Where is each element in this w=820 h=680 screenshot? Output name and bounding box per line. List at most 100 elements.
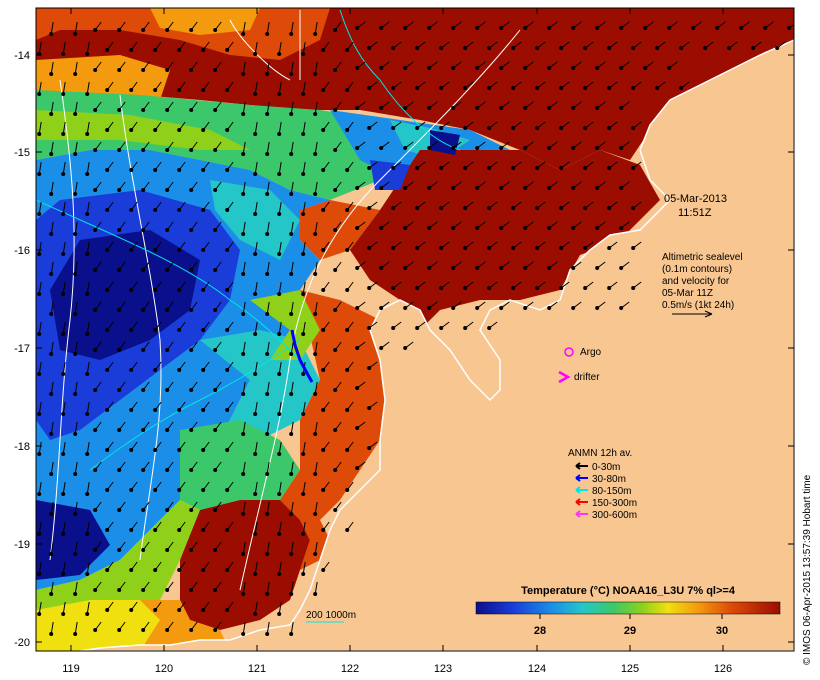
velocity-arrow-head-icon	[313, 472, 318, 476]
velocity-arrow-head-icon	[583, 126, 588, 130]
velocity-arrow-head-icon	[643, 26, 648, 30]
velocity-arrow-head-icon	[523, 66, 528, 70]
velocity-arrow-head-icon	[403, 146, 408, 150]
velocity-arrow-head-icon	[345, 88, 350, 92]
velocity-arrow	[62, 481, 66, 495]
velocity-arrow-head-icon	[117, 628, 122, 632]
velocity-arrow-head-icon	[289, 232, 294, 236]
velocity-arrow-head-icon	[355, 346, 360, 350]
velocity-arrow	[266, 301, 270, 315]
velocity-arrow-head-icon	[277, 132, 282, 136]
velocity-arrow-head-icon	[201, 48, 206, 52]
velocity-arrow-head-icon	[289, 32, 294, 36]
velocity-arrow-head-icon	[141, 628, 146, 632]
velocity-arrow	[74, 221, 78, 235]
velocity-arrow-head-icon	[129, 168, 134, 172]
velocity-arrow-head-icon	[189, 628, 194, 632]
velocity-arrow-head-icon	[333, 428, 338, 432]
velocity-arrow-head-icon	[475, 66, 480, 70]
velocity-arrow	[242, 301, 246, 315]
velocity-arrow-head-icon	[93, 348, 98, 352]
velocity-arrow-head-icon	[153, 568, 158, 572]
velocity-arrow-head-icon	[631, 126, 636, 130]
velocity-arrow-head-icon	[265, 352, 270, 356]
velocity-arrow-head-icon	[487, 86, 492, 90]
velocity-arrow	[38, 41, 42, 55]
velocity-arrow-head-icon	[583, 206, 588, 210]
velocity-arrow-head-icon	[379, 106, 384, 110]
velocity-arrow-head-icon	[511, 86, 516, 90]
velocity-arrow-head-icon	[301, 492, 306, 496]
velocity-arrow	[50, 421, 54, 435]
velocity-arrow-head-icon	[117, 348, 122, 352]
velocity-arrow-head-icon	[225, 408, 230, 412]
y-tick-label: -14	[14, 50, 30, 62]
velocity-arrow	[314, 141, 318, 155]
velocity-arrow	[62, 361, 66, 375]
velocity-arrow-head-icon	[85, 92, 90, 96]
velocity-arrow-head-icon	[105, 208, 110, 212]
velocity-arrow-head-icon	[117, 428, 122, 432]
velocity-arrow-head-icon	[727, 46, 732, 50]
velocity-arrow	[302, 401, 306, 415]
velocity-arrow-head-icon	[225, 368, 230, 372]
velocity-arrow-head-icon	[189, 588, 194, 592]
velocity-arrow-head-icon	[511, 246, 516, 250]
velocity-arrow-head-icon	[61, 52, 66, 56]
velocity-arrow	[86, 321, 90, 335]
velocity-arrow-head-icon	[265, 312, 270, 316]
temperature-colorbar: Temperature (°C) NOAA16_L3U 7% ql>=4 28 2…	[475, 585, 781, 637]
velocity-arrow-head-icon	[177, 528, 182, 532]
velocity-arrow	[278, 41, 282, 55]
velocity-arrow-head-icon	[265, 392, 270, 396]
velocity-arrow-head-icon	[253, 52, 258, 56]
velocity-arrow	[290, 141, 294, 155]
velocity-arrow-head-icon	[595, 226, 600, 230]
velocity-arrow	[254, 601, 258, 615]
velocity-arrow-head-icon	[93, 588, 98, 592]
velocity-arrow-head-icon	[679, 46, 684, 50]
velocity-arrow-head-icon	[595, 266, 600, 270]
velocity-arrow-head-icon	[49, 392, 54, 396]
velocity-arrow-head-icon	[439, 86, 444, 90]
velocity-arrow-head-icon	[177, 488, 182, 492]
velocity-arrow-head-icon	[49, 352, 54, 356]
velocity-arrow-head-icon	[213, 388, 218, 392]
velocity-arrow-head-icon	[547, 66, 552, 70]
y-tick-label: -15	[14, 147, 30, 159]
velocity-arrow	[302, 481, 306, 495]
velocity-arrow-head-icon	[631, 246, 636, 250]
velocity-arrow-head-icon	[253, 452, 258, 456]
velocity-arrow-head-icon	[117, 508, 122, 512]
velocity-arrow	[38, 361, 42, 375]
velocity-arrow-head-icon	[333, 388, 338, 392]
velocity-arrow-head-icon	[85, 492, 90, 496]
velocity-arrow-head-icon	[487, 286, 492, 290]
velocity-arrow-head-icon	[487, 126, 492, 130]
velocity-arrow-head-icon	[165, 108, 170, 112]
velocity-arrow	[86, 281, 90, 295]
velocity-arrow-head-icon	[153, 248, 158, 252]
velocity-arrow-head-icon	[85, 372, 90, 376]
velocity-arrow-head-icon	[321, 488, 326, 492]
velocity-arrow-head-icon	[93, 468, 98, 472]
velocity-arrow	[314, 221, 318, 235]
velocity-arrow-head-icon	[439, 46, 444, 50]
velocity-arrow-head-icon	[241, 592, 246, 596]
velocity-arrow-head-icon	[241, 472, 246, 476]
velocity-arrow-head-icon	[367, 366, 372, 370]
velocity-arrow-head-icon	[129, 128, 134, 132]
velocity-arrow-head-icon	[241, 192, 246, 196]
velocity-arrow-head-icon	[277, 292, 282, 296]
velocity-arrow-head-icon	[289, 152, 294, 156]
velocity-arrow-head-icon	[703, 46, 708, 50]
velocity-arrow-head-icon	[177, 248, 182, 252]
velocity-arrow-head-icon	[117, 468, 122, 472]
velocity-arrow-head-icon	[787, 26, 792, 30]
velocity-arrow-head-icon	[463, 166, 468, 170]
velocity-arrow-head-icon	[451, 266, 456, 270]
velocity-arrow-head-icon	[85, 612, 90, 616]
velocity-arrow	[266, 381, 270, 395]
velocity-arrow	[266, 341, 270, 355]
velocity-arrow-head-icon	[73, 512, 78, 516]
